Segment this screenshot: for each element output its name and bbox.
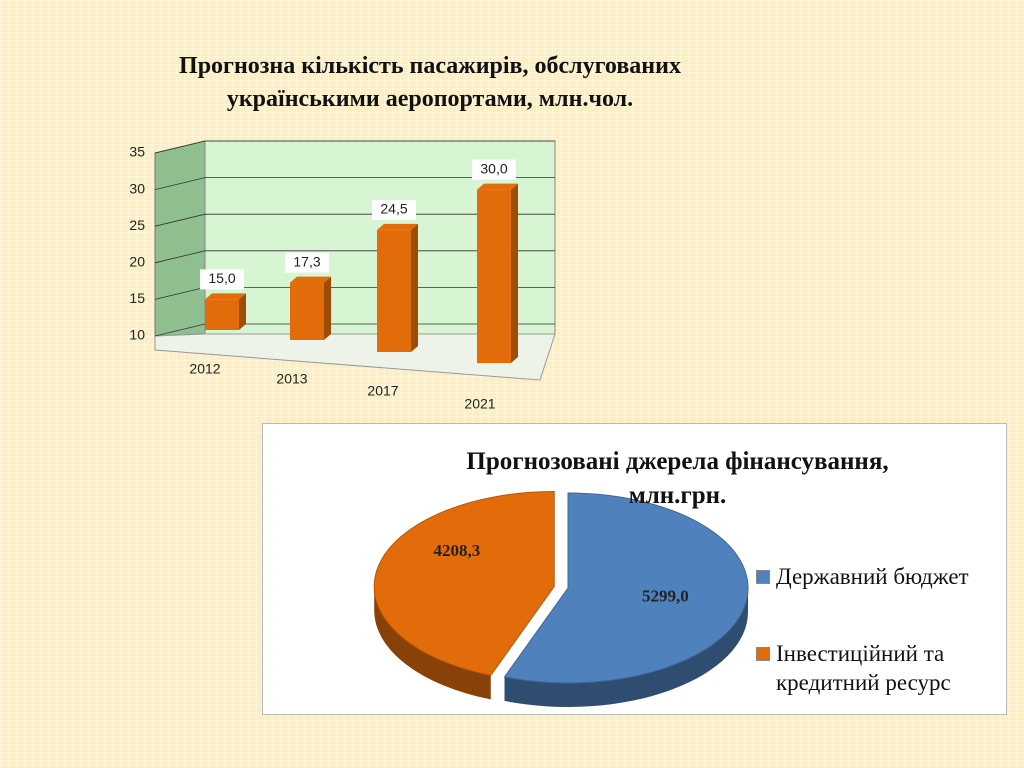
side-wall	[154, 140, 206, 337]
value-label-box	[372, 199, 416, 220]
bar-side	[239, 293, 246, 330]
x-tick-label: 2013	[276, 371, 307, 387]
bar-chart-title: Прогнозна кількість пасажирів, обслугова…	[179, 53, 681, 112]
grid-line	[154, 213, 555, 227]
y-tick-label: 25	[129, 217, 145, 233]
x-tick-label: 2017	[367, 383, 398, 399]
y-tick-label: 35	[129, 144, 145, 160]
pie-chart-title: Прогнозовані джерела фінансування, млн.г…	[466, 448, 889, 509]
bar-top	[205, 293, 246, 300]
value-label: 24,5	[380, 201, 407, 217]
legend-swatch	[756, 647, 770, 661]
bar	[290, 282, 324, 340]
x-tick-label: 2021	[464, 396, 495, 412]
bar-top	[477, 183, 518, 190]
bar-top	[290, 276, 331, 283]
y-tick-label: 30	[129, 180, 145, 196]
bar-top	[377, 223, 418, 230]
y-tick-label: 15	[129, 290, 145, 306]
pie-value-label: 5299,0	[642, 586, 689, 605]
value-label: 30,0	[480, 160, 507, 176]
bar	[205, 299, 239, 330]
pie-slice	[373, 490, 555, 676]
bar	[477, 189, 511, 363]
floor	[154, 333, 556, 381]
value-label: 17,3	[293, 253, 320, 269]
grid-line	[154, 140, 555, 154]
pie-slice	[503, 492, 749, 684]
grid-line	[154, 177, 555, 190]
legend-label: Державний бюджет	[776, 564, 969, 589]
legend-swatch	[756, 570, 770, 584]
value-label: 15,0	[208, 270, 235, 286]
y-tick-label: 20	[129, 254, 145, 270]
value-label-box	[200, 269, 244, 290]
legend-label: Інвестиційний та кредитний ресурс	[776, 641, 951, 695]
x-tick-label: 2012	[189, 361, 220, 377]
pie-slice-side	[374, 586, 491, 700]
pie-value-label: 4208,3	[433, 541, 480, 560]
bar-side	[511, 183, 518, 363]
bar-side	[411, 223, 418, 352]
bar	[377, 229, 411, 352]
y-tick-label: 10	[129, 327, 145, 343]
value-label-box	[472, 159, 516, 180]
value-label-box	[285, 252, 329, 273]
bar-side	[324, 276, 331, 340]
pie-slice-side	[504, 588, 748, 707]
grid-line	[154, 250, 555, 264]
